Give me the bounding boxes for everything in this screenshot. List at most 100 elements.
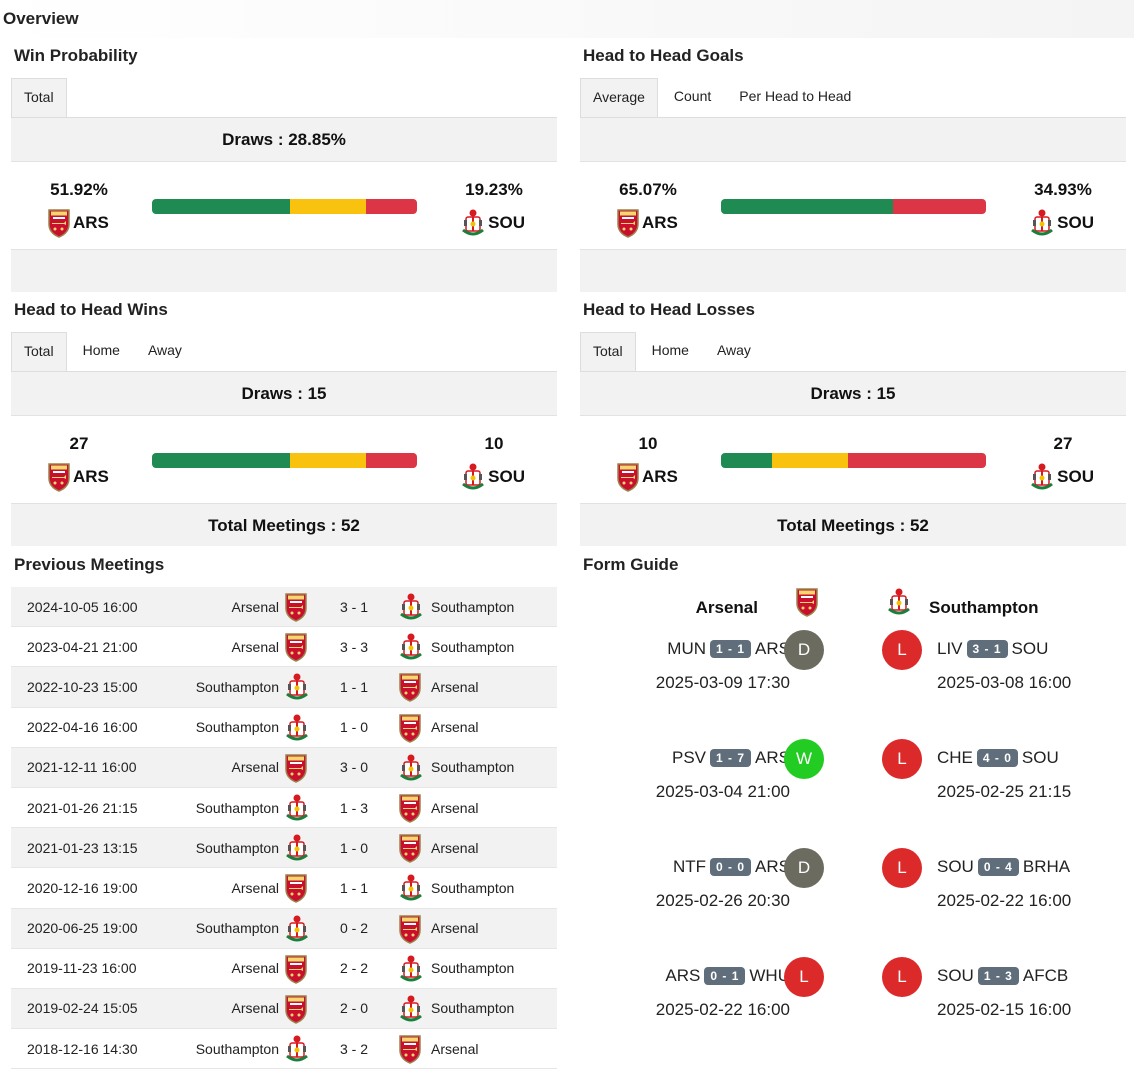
home-team-name: Arsenal bbox=[231, 759, 279, 776]
win-probability-tabs: Total bbox=[11, 78, 557, 118]
form-home-team: Arsenal bbox=[695, 598, 758, 617]
form-match-away[interactable]: SOU 0 - 4 BRHA 2025-02-22 16:00 bbox=[937, 857, 1107, 911]
table-row[interactable]: 2020-06-25 19:00 Southampton 0 - 2 Arsenal bbox=[11, 908, 557, 949]
form-match-home[interactable]: MUN 1 - 1 ARS 2025-03-09 17:30 bbox=[630, 639, 790, 693]
tab-home[interactable]: Home bbox=[651, 342, 689, 358]
result-badge: W bbox=[784, 739, 824, 779]
tab-count[interactable]: Count bbox=[673, 88, 712, 104]
away-team-name: Southampton bbox=[431, 879, 515, 896]
h2h-wins-compare: 27 10 ARS SOU bbox=[11, 415, 557, 503]
match-date: 2018-12-16 14:30 bbox=[27, 1040, 138, 1057]
match-date: 2024-10-05 16:00 bbox=[27, 598, 138, 615]
form-score-badge: 1 - 1 bbox=[710, 640, 752, 658]
form-home-abbr: PSV bbox=[671, 748, 707, 767]
away-team-abbr: SOU bbox=[1057, 467, 1094, 486]
arsenal-crest-icon bbox=[616, 208, 640, 238]
arsenal-crest-icon bbox=[398, 833, 422, 866]
table-row[interactable]: 2024-10-05 16:00 Arsenal 3 - 1 Southampton bbox=[11, 587, 557, 628]
away-segment bbox=[366, 199, 417, 214]
win-probability-title: Win Probability bbox=[11, 38, 557, 78]
home-team-name: Southampton bbox=[195, 1040, 279, 1057]
form-match-away[interactable]: SOU 1 - 3 AFCB 2025-02-15 16:00 bbox=[937, 966, 1107, 1020]
tab-per-head-to-head[interactable]: Per Head to Head bbox=[739, 88, 852, 104]
result-badge: L bbox=[784, 957, 824, 997]
form-score-badge: 0 - 4 bbox=[977, 858, 1019, 876]
tab-away[interactable]: Away bbox=[147, 342, 182, 358]
form-match-away[interactable]: LIV 3 - 1 SOU 2025-03-08 16:00 bbox=[937, 639, 1107, 693]
tab-total[interactable]: Total bbox=[580, 332, 636, 371]
previous-meetings-title: Previous Meetings bbox=[11, 547, 557, 587]
home-team-name: Arsenal bbox=[231, 960, 279, 977]
arsenal-crest-icon bbox=[398, 672, 422, 705]
tab-average[interactable]: Average bbox=[580, 78, 658, 117]
form-home-abbr: SOU bbox=[937, 857, 974, 876]
form-match-away[interactable]: CHE 4 - 0 SOU 2025-02-25 21:15 bbox=[937, 748, 1107, 802]
form-home-abbr: SOU bbox=[937, 966, 974, 985]
away-segment bbox=[848, 453, 986, 468]
table-row[interactable]: 2019-11-23 16:00 Arsenal 2 - 2 Southampton bbox=[11, 949, 557, 989]
away-team-abbr: SOU bbox=[488, 213, 525, 232]
form-date: 2025-02-26 20:30 bbox=[655, 891, 790, 910]
form-away-abbr: SOU bbox=[1021, 748, 1059, 767]
table-row[interactable]: 2021-12-11 16:00 Arsenal 3 - 0 Southampton bbox=[11, 747, 557, 788]
arsenal-crest-icon bbox=[284, 592, 308, 625]
h2h-losses-compare: 10 27 ARS SOU bbox=[580, 415, 1126, 503]
form-away-abbr: ARS bbox=[755, 748, 790, 767]
home-team-name: Arsenal bbox=[231, 879, 279, 896]
table-row[interactable]: 2021-01-23 13:15 Southampton 1 - 0 Arsenal bbox=[11, 828, 557, 869]
table-row[interactable]: 2019-02-24 15:05 Arsenal 2 - 0 Southampton bbox=[11, 988, 557, 1030]
draw-segment bbox=[771, 453, 849, 468]
form-score-badge: 0 - 1 bbox=[704, 967, 746, 985]
tab-total[interactable]: Total bbox=[11, 332, 67, 371]
win-probability-panel: Win Probability Total Draws : 28.85% 51.… bbox=[11, 38, 557, 292]
home-segment bbox=[152, 453, 290, 468]
match-score: 2 - 0 bbox=[339, 1000, 368, 1017]
away-team-name: Arsenal bbox=[431, 678, 479, 695]
form-match-home[interactable]: NTF 0 - 0 ARS 2025-02-26 20:30 bbox=[630, 857, 790, 911]
table-row[interactable]: 2020-12-16 19:00 Arsenal 1 - 1 Southampton bbox=[11, 868, 557, 909]
southampton-crest-icon bbox=[1029, 208, 1055, 238]
match-score: 1 - 1 bbox=[339, 879, 368, 896]
table-row[interactable]: 2021-01-26 21:15 Southampton 1 - 3 Arsenal bbox=[11, 788, 557, 829]
form-home-abbr: MUN bbox=[667, 639, 707, 658]
form-date: 2025-02-22 16:00 bbox=[655, 1000, 790, 1019]
home-segment bbox=[721, 453, 772, 468]
arsenal-crest-icon bbox=[47, 208, 71, 238]
form-match-line: SOU 1 - 3 AFCB bbox=[937, 966, 1107, 986]
away-team: SOU bbox=[460, 208, 525, 238]
match-date: 2022-04-16 16:00 bbox=[27, 719, 138, 736]
away-team-name: Southampton bbox=[431, 960, 515, 977]
tab-total[interactable]: Total bbox=[11, 78, 67, 117]
overview-title: Overview bbox=[3, 9, 79, 28]
h2h-wins-panel: Head to Head Wins Total Home Away Draws … bbox=[11, 292, 557, 546]
probability-bar bbox=[152, 199, 417, 214]
southampton-crest-icon bbox=[1029, 462, 1055, 492]
southampton-crest-icon bbox=[284, 793, 310, 826]
away-team-name: Arsenal bbox=[431, 839, 479, 856]
losses-bar bbox=[721, 453, 986, 468]
form-away-abbr: BRHA bbox=[1022, 857, 1071, 876]
form-match-home[interactable]: PSV 1 - 7 ARS 2025-03-04 21:00 bbox=[630, 748, 790, 802]
home-team-name: Southampton bbox=[195, 920, 279, 937]
table-row[interactable]: 2022-04-16 16:00 Southampton 1 - 0 Arsenal bbox=[11, 708, 557, 748]
table-row[interactable]: 2018-12-16 14:30 Southampton 3 - 2 Arsenal bbox=[11, 1029, 557, 1070]
home-team-abbr: ARS bbox=[73, 213, 109, 232]
away-team-name: Southampton bbox=[431, 638, 515, 655]
form-home-abbr: NTF bbox=[672, 857, 707, 876]
goals-bar bbox=[721, 199, 986, 214]
previous-meetings-panel: Previous Meetings 2024-10-05 16:00 Arsena… bbox=[11, 547, 557, 1070]
table-row[interactable]: 2023-04-21 21:00 Arsenal 3 - 3 Southampton bbox=[11, 627, 557, 668]
match-score: 1 - 0 bbox=[339, 839, 368, 856]
form-home-abbr: LIV bbox=[937, 639, 963, 658]
tab-away[interactable]: Away bbox=[716, 342, 751, 358]
home-team-abbr: ARS bbox=[642, 213, 678, 232]
southampton-crest-icon bbox=[284, 713, 310, 746]
tab-home[interactable]: Home bbox=[82, 342, 120, 358]
table-row[interactable]: 2022-10-23 15:00 Southampton 1 - 1 Arsenal bbox=[11, 667, 557, 708]
goals-spacer bbox=[580, 118, 1126, 161]
southampton-crest-icon bbox=[460, 208, 486, 238]
form-match-home[interactable]: ARS 0 - 1 WHU 2025-02-22 16:00 bbox=[630, 966, 790, 1020]
home-segment bbox=[721, 199, 894, 214]
total-meetings: Total Meetings : 52 bbox=[11, 503, 557, 546]
